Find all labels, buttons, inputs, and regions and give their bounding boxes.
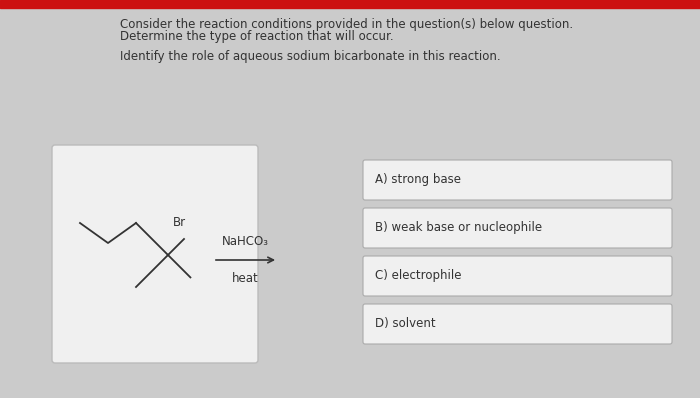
Text: A) strong base: A) strong base [375,174,461,187]
Text: Identify the role of aqueous sodium bicarbonate in this reaction.: Identify the role of aqueous sodium bica… [120,50,500,63]
Bar [0,0,700,8]
Text: NaHCO₃: NaHCO₃ [222,235,269,248]
FancyBboxPatch shape [363,160,672,200]
Text: D) solvent: D) solvent [375,318,435,330]
Text: C) electrophile: C) electrophile [375,269,461,283]
Text: Consider the reaction conditions provided in the question(s) below question.: Consider the reaction conditions provide… [120,18,573,31]
FancyBboxPatch shape [363,208,672,248]
Text: Br: Br [173,217,186,229]
Text: heat: heat [232,272,259,285]
FancyBboxPatch shape [52,145,258,363]
FancyBboxPatch shape [363,256,672,296]
Text: B) weak base or nucleophile: B) weak base or nucleophile [375,222,542,234]
FancyBboxPatch shape [363,304,672,344]
Text: Determine the type of reaction that will occur.: Determine the type of reaction that will… [120,30,393,43]
